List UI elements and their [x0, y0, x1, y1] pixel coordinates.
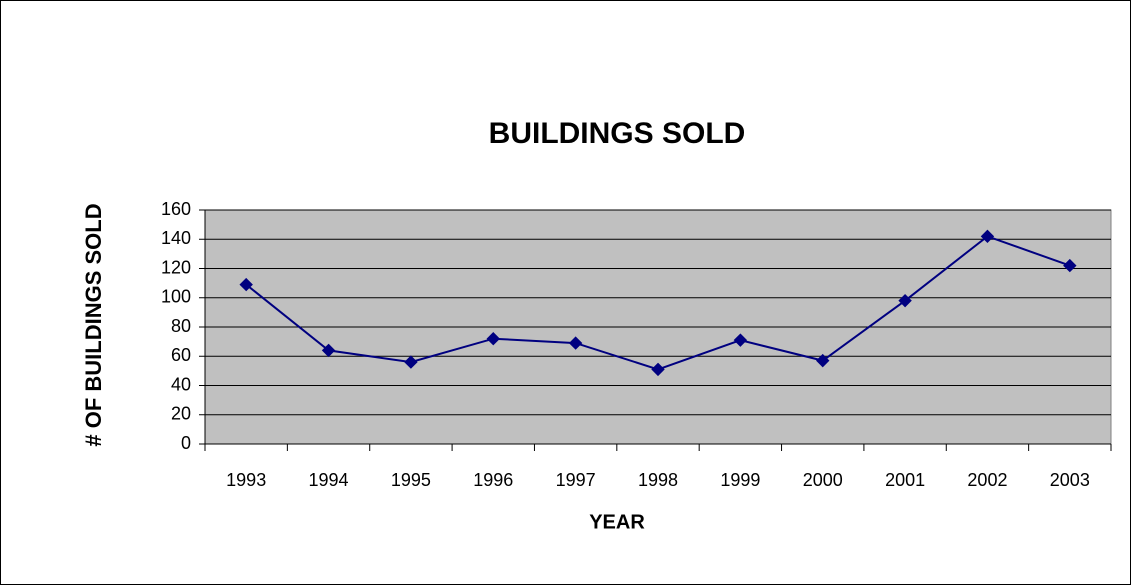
- marker: [651, 362, 665, 377]
- x-tick-label: 2003: [1050, 470, 1090, 490]
- x-tick-label: 1999: [720, 470, 760, 490]
- x-axis-title: YEAR: [589, 511, 645, 533]
- y-tick-label: 0: [181, 433, 191, 453]
- marker: [1063, 258, 1077, 273]
- marker: [404, 355, 418, 369]
- y-tick-label: 40: [171, 374, 191, 394]
- marker: [321, 343, 336, 358]
- marker: [239, 277, 253, 292]
- x-tick-label: 1994: [309, 470, 349, 490]
- x-tick-label: 2000: [803, 470, 843, 490]
- marker: [980, 229, 995, 244]
- x-tick-label: 1996: [473, 470, 513, 490]
- marker: [733, 333, 748, 347]
- chart-title: BUILDINGS SOLD: [489, 117, 746, 150]
- x-tick-label: 1997: [556, 470, 596, 490]
- marker: [816, 353, 830, 368]
- x-tick-label: 2001: [885, 470, 925, 490]
- marker: [898, 293, 912, 308]
- y-tick-label: 100: [161, 287, 191, 307]
- y-axis-title: # OF BUILDINGS SOLD: [81, 203, 106, 446]
- y-tick-label: 80: [171, 316, 191, 336]
- marker: [568, 336, 583, 350]
- x-tick-label: 1993: [226, 470, 266, 490]
- y-tick-label: 20: [171, 404, 191, 424]
- y-tick-label: 120: [161, 257, 191, 277]
- y-tick-label: 140: [161, 228, 191, 248]
- marker: [486, 331, 500, 346]
- x-tick-label: 1995: [391, 470, 431, 490]
- y-tick-label: 60: [171, 345, 191, 365]
- y-tick-label: 160: [161, 199, 191, 219]
- x-tick-label: 1998: [638, 470, 678, 490]
- x-tick-label: 2002: [967, 470, 1007, 490]
